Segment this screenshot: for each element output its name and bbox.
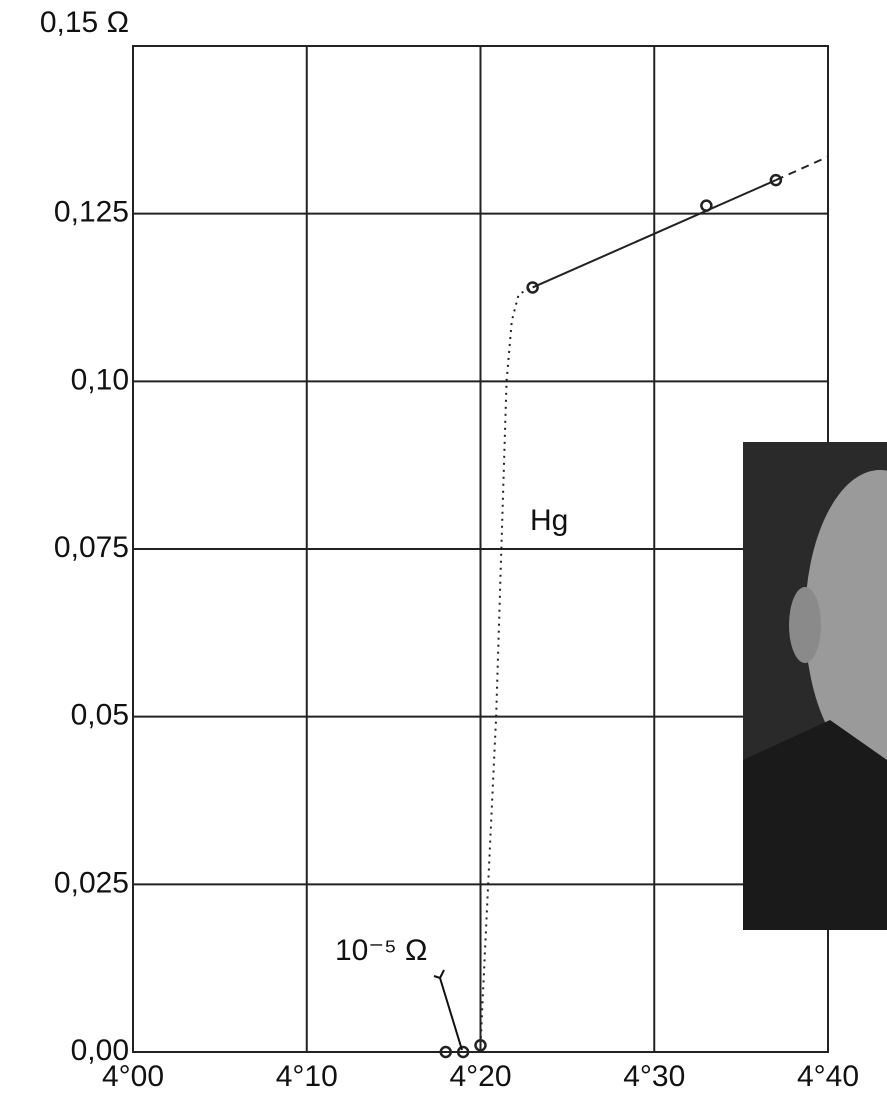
data-point	[701, 201, 711, 211]
y-tick-label: 0,075	[54, 531, 129, 564]
photo-coat	[743, 720, 887, 930]
x-tick-label: 4°30	[623, 1060, 685, 1093]
chart: 4°404°304°204°104°000,15 Ω0,1250,100,075…	[0, 0, 887, 1097]
curve	[481, 287, 533, 1045]
page: {"chart_data": { "type": "scatter", "xli…	[0, 0, 887, 1097]
y-tick-label: 0,05	[71, 699, 129, 732]
annotation: Hg	[530, 504, 568, 537]
x-tick-label: 4°20	[449, 1060, 511, 1093]
annotation: 10⁻⁵ Ω	[335, 934, 427, 967]
photo	[743, 442, 887, 930]
y-tick-label: 0,00	[71, 1034, 129, 1067]
y-tick-label: 0,125	[54, 196, 129, 229]
y-tick-label: 0,025	[54, 866, 129, 899]
x-tick-label: 4°40	[797, 1060, 859, 1093]
annotation-arrow	[440, 978, 462, 1050]
photo-ear	[789, 587, 821, 663]
arrow-head	[434, 970, 444, 978]
y-tick-label: 0,15 Ω	[40, 6, 129, 39]
curve	[776, 157, 828, 180]
x-tick-label: 4°10	[276, 1060, 338, 1093]
y-tick-label: 0,10	[71, 363, 129, 396]
